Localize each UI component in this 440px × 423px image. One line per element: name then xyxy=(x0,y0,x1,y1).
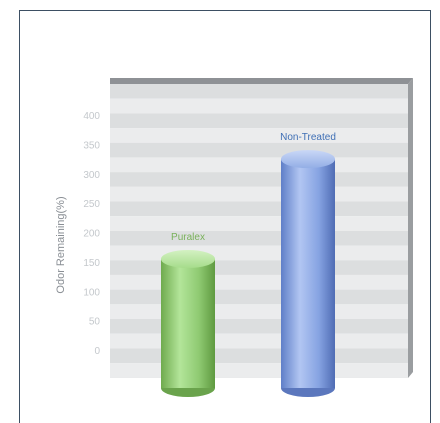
grid-band xyxy=(110,113,408,129)
grid-band xyxy=(110,260,408,275)
y-axis-label: Odor Remaining(%) xyxy=(55,196,67,293)
grid-band xyxy=(110,333,408,349)
grid-band xyxy=(110,348,408,364)
y-tick-label: 50 xyxy=(89,317,101,328)
y-tick-label: 200 xyxy=(83,229,100,240)
grid-band xyxy=(110,142,408,158)
grid-band xyxy=(110,289,408,305)
bars: Puralex Non-Treated xyxy=(161,132,336,397)
bar-non-treated: Non-Treated xyxy=(280,132,336,397)
grid-band xyxy=(110,157,408,173)
grid-band xyxy=(110,363,408,378)
grid-band xyxy=(110,274,408,290)
grid-band xyxy=(110,245,408,261)
bar-label: Non-Treated xyxy=(280,132,336,143)
y-tick-label: 0 xyxy=(94,346,100,357)
grid-band xyxy=(110,186,408,202)
plot-area xyxy=(110,78,413,378)
grid-band xyxy=(110,319,408,334)
chart-frame xyxy=(19,10,431,423)
grid-bands xyxy=(110,84,408,378)
y-tick-label: 100 xyxy=(83,287,100,298)
bar-body xyxy=(161,259,215,388)
y-tick-label: 350 xyxy=(83,140,100,151)
grid-band xyxy=(110,304,408,319)
bar-label: Puralex xyxy=(171,232,205,243)
y-axis-ticks: 0 50 100 150 200 250 300 350 400 xyxy=(83,111,100,357)
grid-band xyxy=(110,201,408,217)
y-tick-label: 250 xyxy=(83,199,100,210)
y-tick-label: 150 xyxy=(83,258,100,269)
bar-top xyxy=(281,150,335,169)
bar-top xyxy=(161,250,215,268)
grid-band xyxy=(110,172,408,187)
grid-band xyxy=(110,128,408,143)
plot-top-edge xyxy=(110,78,413,84)
grid-band xyxy=(110,216,408,231)
y-tick-label: 300 xyxy=(83,170,100,181)
grid-band xyxy=(110,98,408,114)
grid-band xyxy=(110,230,408,246)
bar-puralex: Puralex xyxy=(161,232,215,397)
bar-body xyxy=(281,159,335,388)
grid-band xyxy=(110,84,408,99)
y-tick-label: 400 xyxy=(83,111,100,122)
plot-side-edge xyxy=(408,78,413,378)
